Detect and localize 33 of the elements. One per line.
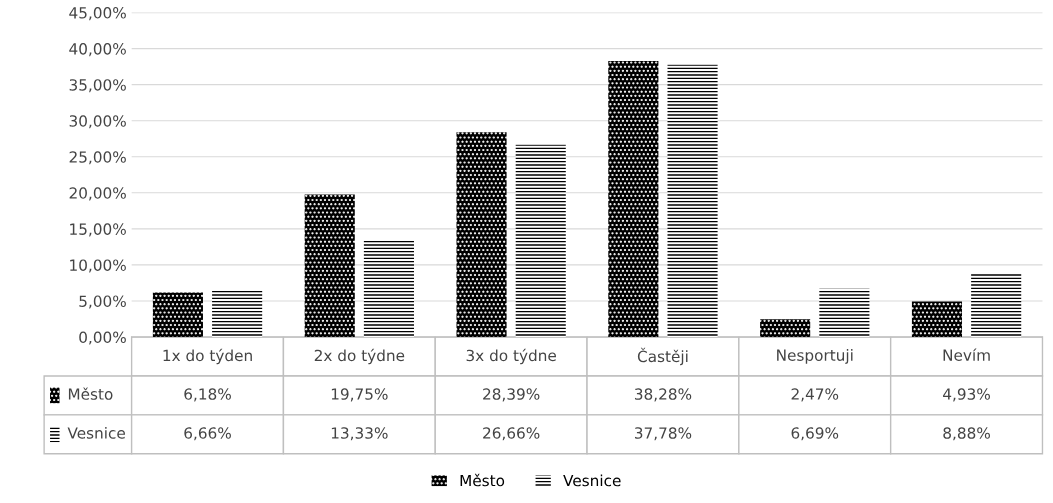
y-tick-label: 45,00% (69, 7, 126, 21)
y-tick-label: 0,00% (79, 331, 126, 345)
y-tick-label: 10,00% (70, 259, 126, 273)
data-label: 28,39% (483, 388, 540, 402)
data-label: 26,66% (483, 427, 540, 441)
data-label: 8,88% (943, 427, 990, 441)
y-tick-label: 5,00% (79, 295, 126, 309)
x-tick-label: 1x do týden (163, 348, 252, 365)
x-tick-label: Nevím (943, 348, 990, 361)
x-tick-label: Častěji (637, 347, 688, 366)
y-tick-label: 25,00% (69, 151, 126, 165)
y-tick-label: 30,00% (69, 115, 126, 129)
y-tick-label: 40,00% (69, 43, 126, 57)
text: Vesnice (563, 474, 621, 487)
data-label: 6,18% (184, 388, 231, 402)
data-label: 13,33% (331, 427, 388, 441)
legend-label: Město (68, 387, 113, 400)
data-label: 19,75% (331, 388, 388, 402)
y-tick-label: 15,00% (70, 223, 126, 237)
data-label: 37,78% (634, 427, 692, 441)
data-label: 6,66% (184, 427, 231, 441)
y-tick-label: 35,00% (69, 79, 126, 93)
x-tick-label: Nesportuji (777, 349, 853, 364)
bar (760, 319, 811, 338)
data-label: 6,69% (791, 427, 839, 441)
y-tick-label: 20,00% (69, 187, 126, 201)
x-tick-label: 3x do týdne (466, 348, 556, 365)
x-tick-label: 2x do týdne (314, 348, 405, 365)
data-label: 4,93% (943, 388, 990, 402)
data-label: 38,28% (634, 388, 692, 402)
text: Město (460, 473, 505, 487)
legend-label: Vesnice (67, 426, 125, 439)
data-label: 2,47% (791, 388, 839, 402)
